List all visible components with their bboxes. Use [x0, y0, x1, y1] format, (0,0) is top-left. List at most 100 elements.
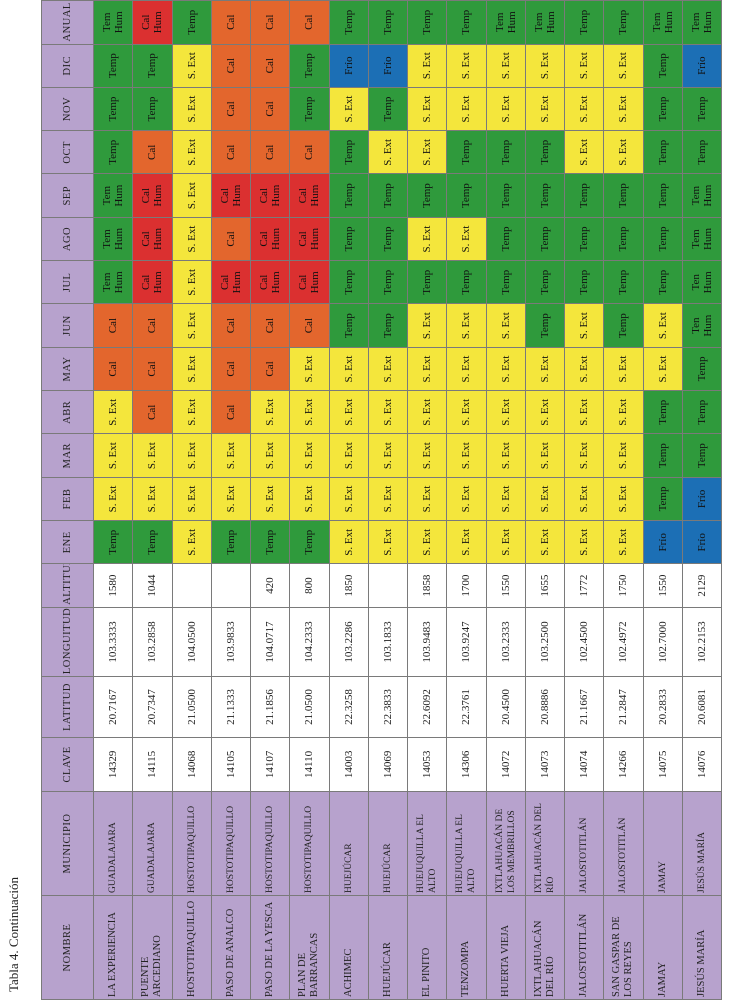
cell-municipio: HUEJUQUILLA EL ALTO	[447, 791, 486, 895]
cell-nov: S. Ext	[447, 87, 486, 130]
cell-sep: Temp	[525, 174, 564, 217]
cell-altitud: 1700	[447, 564, 486, 607]
cell-may: S. Ext	[172, 347, 211, 390]
cell-feb: S. Ext	[565, 477, 604, 520]
cell-abr: Temp	[643, 391, 682, 434]
cell-longitud: 103.2286	[329, 607, 368, 676]
cell-ene: S. Ext	[447, 521, 486, 564]
cell-ene: Temp	[211, 521, 250, 564]
cell-ago: Cal Hum	[133, 217, 172, 260]
cell-jul: Cal Hum	[133, 261, 172, 304]
cell-latitud: 21.1333	[211, 677, 250, 738]
cell-may: S. Ext	[604, 347, 643, 390]
cell-ene: S. Ext	[329, 521, 368, 564]
cell-oct: Cal	[133, 131, 172, 174]
cell-may: S. Ext	[486, 347, 525, 390]
cell-may: Cal	[211, 347, 250, 390]
cell-jul: Temp	[604, 261, 643, 304]
cell-municipio: JALOSTOTITLÁN	[565, 791, 604, 895]
cell-jun: Temp	[604, 304, 643, 347]
cell-dic: S. Ext	[486, 44, 525, 87]
cell-ago: Tem Hum	[682, 217, 721, 260]
cell-jul: Ten Hum	[682, 261, 721, 304]
cell-oct: S. Ext	[604, 131, 643, 174]
table-row: EL PINITO HUEJUQUILLA EL ALTO 14053 22.6092…	[408, 1, 447, 1000]
cell-mar: S. Ext	[329, 434, 368, 477]
cell-sep: Temp	[565, 174, 604, 217]
cell-jun: Cal	[251, 304, 290, 347]
table-row: PASO DE LA YESCA HOSTOTIPAQUILLO 14107 21.1…	[251, 1, 290, 1000]
climate-table: NOMBRE MUNICIPIO CLAVE LATITUD LONGUITUD ALTI…	[41, 0, 722, 1000]
cell-anual: Cal Hum	[133, 1, 172, 45]
cell-nombre: IXTLAHUACÁN DEL RÍO	[525, 895, 564, 999]
cell-dic: Temp	[290, 44, 329, 87]
cell-ene: S. Ext	[565, 521, 604, 564]
cell-longitud: 103.9247	[447, 607, 486, 676]
cell-anual: Tem Hum	[682, 1, 721, 45]
column-header-abr: ABR	[42, 391, 94, 434]
cell-anual: Cal	[290, 1, 329, 45]
cell-longitud: 102.4972	[604, 607, 643, 676]
cell-ago: Cal Hum	[290, 217, 329, 260]
table-caption: Tabla 4. Continuación	[4, 772, 24, 992]
cell-sep: Temp	[486, 174, 525, 217]
cell-jul: Temp	[643, 261, 682, 304]
cell-jun: Cal	[133, 304, 172, 347]
cell-clave: 14329	[94, 737, 133, 791]
cell-latitud: 20.4500	[486, 677, 525, 738]
cell-longitud: 103.1833	[368, 607, 407, 676]
table-row: JESÚS MARÍA JESÚS MARÍA 14076 20.6081 102.21…	[682, 1, 721, 1000]
cell-feb: S. Ext	[172, 477, 211, 520]
cell-dic: S. Ext	[565, 44, 604, 87]
cell-ene: S. Ext	[604, 521, 643, 564]
cell-abr: S. Ext	[329, 391, 368, 434]
cell-longitud: 103.2500	[525, 607, 564, 676]
cell-may: S. Ext	[565, 347, 604, 390]
cell-ago: Temp	[565, 217, 604, 260]
cell-altitud: 1580	[94, 564, 133, 607]
cell-mar: S. Ext	[133, 434, 172, 477]
cell-clave: 14075	[643, 737, 682, 791]
cell-anual: Tem Hum	[486, 1, 525, 45]
cell-may: S. Ext	[525, 347, 564, 390]
cell-ago: S. Ext	[447, 217, 486, 260]
cell-ene: Temp	[94, 521, 133, 564]
cell-may: Cal	[133, 347, 172, 390]
cell-ene: Temp	[251, 521, 290, 564]
column-header-oct: OCT	[42, 131, 94, 174]
cell-jul: S. Ext	[172, 261, 211, 304]
cell-jun: Ten Hum	[682, 304, 721, 347]
cell-jun: S. Ext	[565, 304, 604, 347]
table-row: PASO DE ANALCO HOSTOTIPAQUILLO 14105 21.133…	[211, 1, 250, 1000]
cell-longitud: 104.0717	[251, 607, 290, 676]
cell-anual: Cal	[211, 1, 250, 45]
cell-mar: Temp	[643, 434, 682, 477]
table-row: LA EXPERIENCIA GUADALAJARA 14329 20.7167 103…	[94, 1, 133, 1000]
cell-altitud	[368, 564, 407, 607]
cell-jun: Cal	[290, 304, 329, 347]
cell-feb: S. Ext	[251, 477, 290, 520]
cell-ene: S. Ext	[525, 521, 564, 564]
cell-ene: S. Ext	[368, 521, 407, 564]
cell-abr: S. Ext	[368, 391, 407, 434]
cell-clave: 14105	[211, 737, 250, 791]
cell-dic: S. Ext	[447, 44, 486, 87]
cell-abr: Temp	[682, 391, 721, 434]
cell-oct: Temp	[94, 131, 133, 174]
cell-may: Cal	[94, 347, 133, 390]
cell-clave: 14053	[408, 737, 447, 791]
cell-feb: Temp	[643, 477, 682, 520]
cell-dic: S. Ext	[525, 44, 564, 87]
cell-dic: Frío	[329, 44, 368, 87]
cell-jul: Temp	[408, 261, 447, 304]
column-header-nov: NOV	[42, 87, 94, 130]
rotated-table-container: NOMBRE MUNICIPIO CLAVE LATITUD LONGUITUD ALTI…	[42, 0, 722, 1000]
column-header-ene: ENE	[42, 521, 94, 564]
cell-latitud: 21.0500	[172, 677, 211, 738]
cell-abr: S. Ext	[486, 391, 525, 434]
cell-may: S. Ext	[368, 347, 407, 390]
cell-clave: 14266	[604, 737, 643, 791]
column-header-jul: JUL	[42, 261, 94, 304]
cell-jun: S. Ext	[486, 304, 525, 347]
cell-latitud: 21.1856	[251, 677, 290, 738]
